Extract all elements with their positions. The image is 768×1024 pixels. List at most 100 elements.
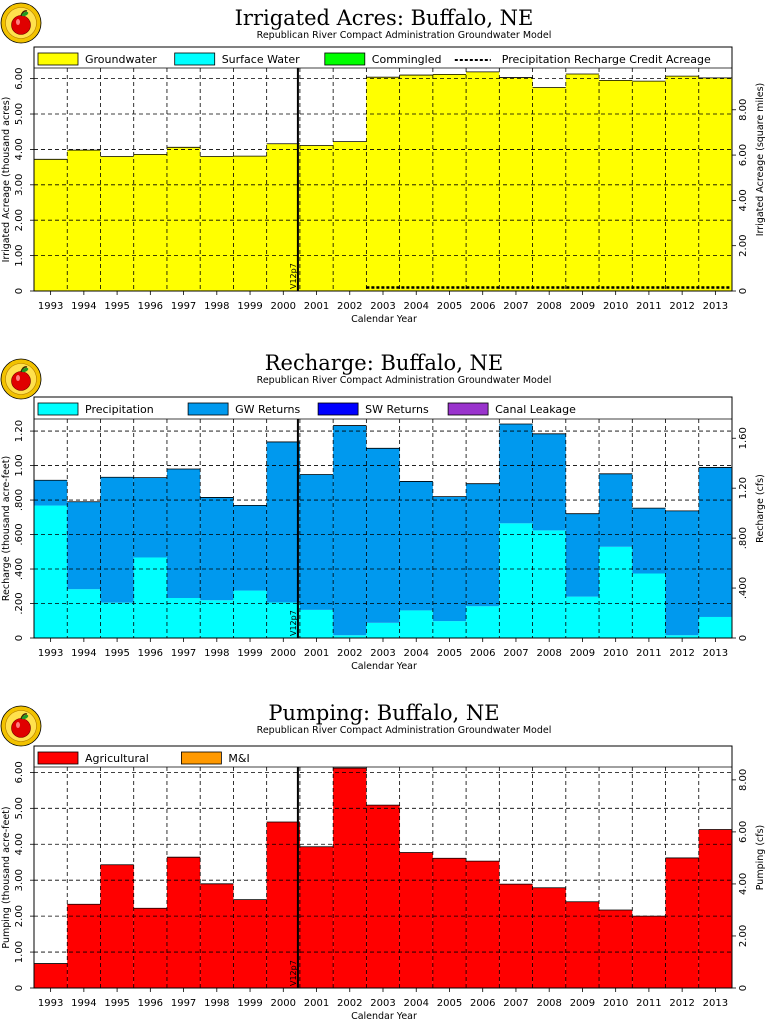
legend-label: Groundwater xyxy=(85,53,157,66)
y-axis-right: 0 .400 .800 1.20 1.60 Recharge (cfs) xyxy=(732,427,766,641)
bar xyxy=(34,505,68,638)
legend-label: Canal Leakage xyxy=(495,403,576,416)
y2-axis-title: Irrigated Acreage (square miles) xyxy=(755,83,766,237)
bar xyxy=(233,590,267,638)
y2-tick-label: 6.00 xyxy=(738,144,749,166)
bar xyxy=(599,473,633,547)
legend-item: Surface Water xyxy=(174,52,300,66)
bar xyxy=(200,600,234,638)
bar xyxy=(532,887,566,988)
legend-label: SW Returns xyxy=(365,403,429,416)
bar xyxy=(133,154,167,291)
legend-label: Precipitation xyxy=(85,403,154,416)
x-tick-label: 1996 xyxy=(138,998,163,1009)
bar xyxy=(133,908,167,988)
x-tick-label: 1997 xyxy=(171,998,196,1009)
x-tick-label: 1994 xyxy=(71,648,96,659)
x-tick-label: 2010 xyxy=(603,301,628,312)
x-tick-label: 2013 xyxy=(703,648,728,659)
x-tick-label: 2011 xyxy=(636,301,661,312)
y-tick-label: 1.00 xyxy=(14,941,25,963)
x-tick-label: 2011 xyxy=(636,648,661,659)
y2-tick-label: 4.00 xyxy=(738,189,749,211)
x-tick-label: 2005 xyxy=(437,301,462,312)
x-tick-label: 2012 xyxy=(669,648,694,659)
bar xyxy=(499,884,533,988)
x-tick-label: 1993 xyxy=(38,998,63,1009)
bar xyxy=(266,143,300,291)
bar xyxy=(432,621,467,638)
y2-tick-label: 6.00 xyxy=(738,821,749,843)
legend-swatch xyxy=(317,402,359,416)
y-tick-label: 5.00 xyxy=(14,797,25,819)
y2-tick-label: 2.00 xyxy=(738,925,749,947)
x-tick-label: 1999 xyxy=(237,648,262,659)
x-tick-label: 2005 xyxy=(437,998,462,1009)
legend-swatch xyxy=(37,52,79,66)
legend-item: GW Returns xyxy=(187,402,300,416)
x-tick-label: 2013 xyxy=(703,998,728,1009)
x-tick-label: 1998 xyxy=(204,301,229,312)
legend: Precipitation GW Returns SW Returns Canal L… xyxy=(37,402,576,416)
x-tick-label: 2010 xyxy=(603,998,628,1009)
bar xyxy=(299,145,334,291)
apple-logo-icon xyxy=(0,705,42,747)
legend-item: Commingled xyxy=(324,52,442,66)
bar xyxy=(599,546,633,638)
x-tick-label: 1997 xyxy=(171,301,196,312)
y-tick-label: 5.00 xyxy=(14,103,25,125)
bar xyxy=(100,864,134,988)
bar xyxy=(698,616,732,638)
y2-tick-label: 1.20 xyxy=(738,477,749,499)
bars xyxy=(34,423,732,638)
gridlines xyxy=(34,68,732,291)
x-tick-label: 1997 xyxy=(171,648,196,659)
y-tick-label: .400 xyxy=(14,558,25,580)
x-tick-label: 1995 xyxy=(104,301,129,312)
legend-label: Commingled xyxy=(372,53,442,66)
y-tick-label: 4.00 xyxy=(14,833,25,855)
chart-subtitle: Republican River Compact Administration … xyxy=(257,30,552,41)
chart-title: Pumping: Buffalo, NE xyxy=(268,701,499,725)
bar xyxy=(399,852,433,988)
chart-title: Irrigated Acres: Buffalo, NE xyxy=(235,6,534,30)
bar xyxy=(565,513,600,597)
bar xyxy=(333,141,367,291)
bar xyxy=(399,481,433,611)
x-axis-title: Calendar Year xyxy=(351,1011,417,1022)
y-axis-right: 0 2.00 4.00 6.00 8.00 Pumping (cfs) xyxy=(732,769,766,991)
bar xyxy=(499,424,533,524)
legend-label: GW Returns xyxy=(235,403,300,416)
x-tick-label: 2009 xyxy=(570,998,595,1009)
x-tick-label: 2006 xyxy=(470,301,495,312)
bar xyxy=(266,602,300,638)
y2-tick-label: 0 xyxy=(738,288,749,294)
legend-swatch xyxy=(324,52,366,66)
bar xyxy=(299,846,334,988)
bar xyxy=(34,963,68,988)
x-tick-label: 2004 xyxy=(404,998,429,1009)
bar xyxy=(665,76,699,292)
y2-tick-label: .400 xyxy=(738,577,749,599)
legend-label: Precipitation Recharge Credit Acreage xyxy=(502,53,711,66)
bar xyxy=(34,480,68,506)
bar xyxy=(599,910,633,988)
bar xyxy=(399,75,433,291)
legend: Agricultural M&I xyxy=(37,751,250,765)
y2-tick-label: 0 xyxy=(738,985,749,991)
apple-logo-icon xyxy=(0,358,42,400)
y-tick-label: .800 xyxy=(14,489,25,511)
y-axis-left: 0 1.00 2.00 3.00 4.00 5.00 6.00 Pumping (thousa… xyxy=(1,761,34,991)
x-tick-label: 2013 xyxy=(703,301,728,312)
y-tick-label: 1.00 xyxy=(14,454,25,476)
bar xyxy=(266,441,300,603)
x-tick-label: 1994 xyxy=(71,301,96,312)
y-tick-label: 1.00 xyxy=(14,244,25,266)
x-axis: 1993 1994 1995 1996 1997 1998 1999 2000 2001 2002… xyxy=(38,988,728,1022)
bar xyxy=(299,609,334,638)
y-axis-title: Pumping (thousand acre-feet) xyxy=(1,806,12,948)
y-tick-label: 0 xyxy=(14,288,25,294)
y-tick-label: 3.00 xyxy=(14,174,25,196)
bar xyxy=(333,768,367,988)
